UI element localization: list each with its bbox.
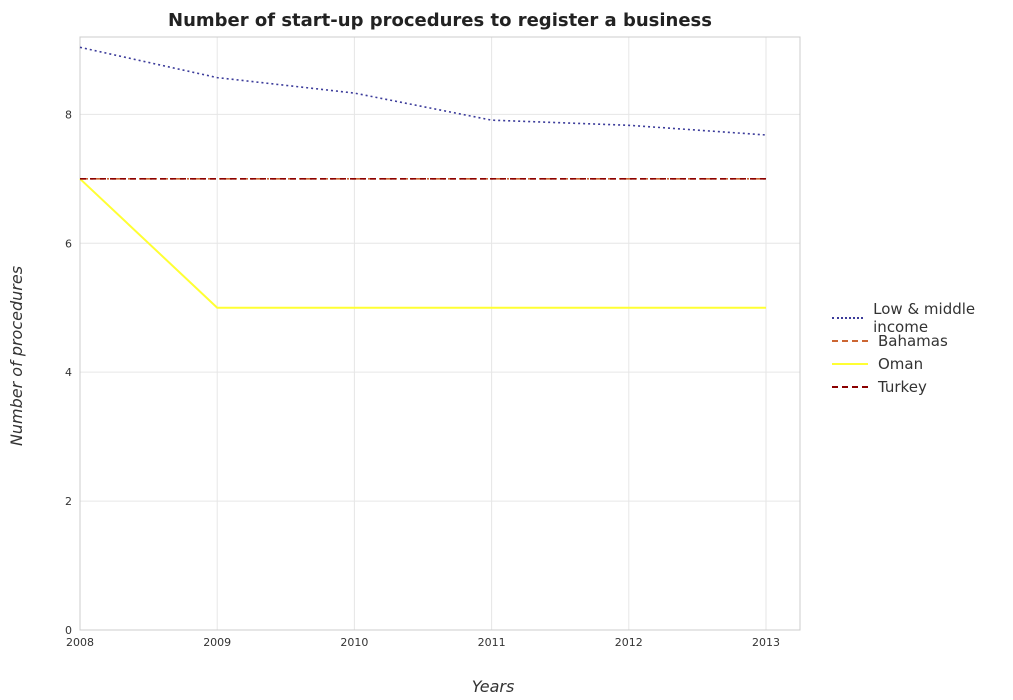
legend-swatch	[832, 385, 868, 388]
legend-swatch	[832, 362, 868, 365]
x-tick-label: 2009	[203, 636, 231, 649]
legend-label: Low & middle income	[873, 299, 976, 336]
legend-item: Bahamas	[832, 329, 1013, 352]
x-tick-label: 2011	[478, 636, 506, 649]
legend-swatch	[832, 316, 864, 319]
x-tick-label: 2013	[752, 636, 780, 649]
legend-label: Turkey	[878, 377, 927, 396]
legend-item: Turkey	[832, 375, 1013, 398]
series-line-low-middle-income	[79, 46, 767, 136]
y-tick-label: 0	[65, 624, 72, 637]
y-tick-label: 8	[65, 108, 72, 121]
chart-title: Number of start-up procedures to registe…	[168, 10, 712, 31]
x-tick-label: 2010	[340, 636, 368, 649]
legend-item: Oman	[832, 352, 1013, 375]
y-tick-label: 6	[65, 237, 72, 250]
y-tick-label: 4	[65, 366, 72, 379]
legend-label: Bahamas	[878, 331, 948, 350]
legend-label: Oman	[878, 354, 924, 373]
legend: Low & middle income Bahamas Oman Turkey	[832, 300, 1013, 398]
x-tick-label: 2012	[615, 636, 643, 649]
x-axis-label: Years	[472, 677, 515, 696]
y-tick-label: 2	[65, 495, 72, 508]
plot-frame	[79, 36, 801, 631]
y-axis-label: Number of procedures	[7, 266, 26, 446]
series-line-oman	[79, 178, 766, 309]
legend-swatch	[832, 339, 868, 342]
x-tick-label: 2008	[66, 636, 94, 649]
legend-item: Low & middle income	[832, 300, 1013, 336]
